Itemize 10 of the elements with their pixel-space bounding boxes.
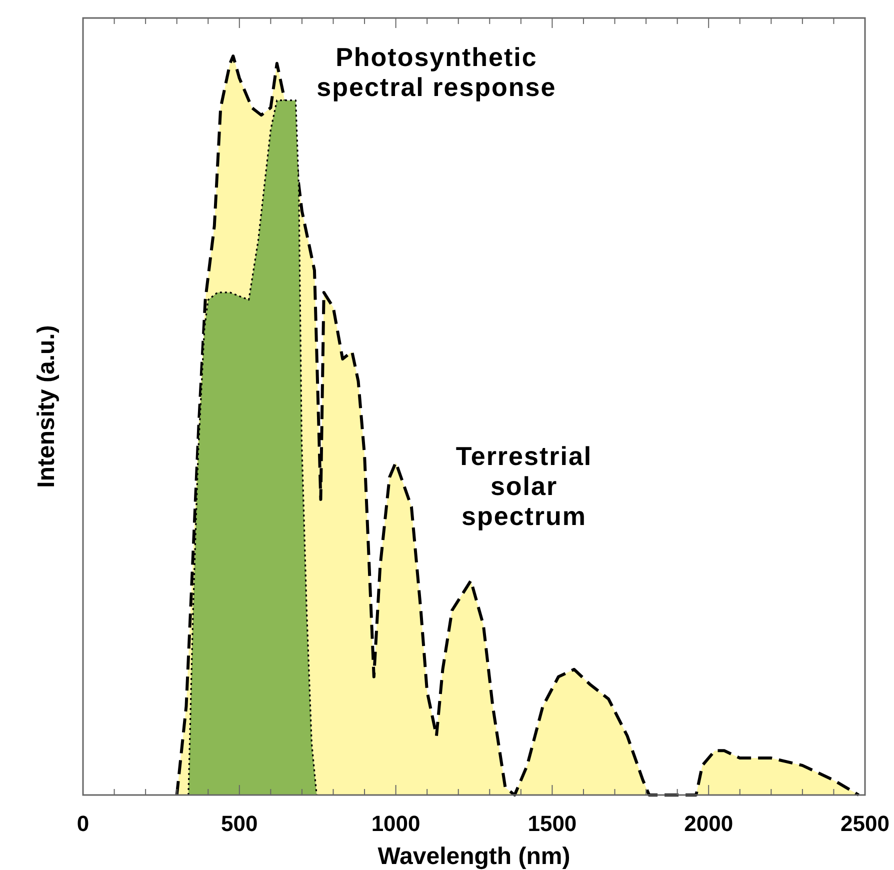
y-axis-title: Intensity (a.u.) bbox=[33, 325, 60, 488]
x-tick-label: 2500 bbox=[840, 811, 890, 836]
x-axis-title: Wavelength (nm) bbox=[378, 843, 570, 870]
x-tick-label: 2000 bbox=[684, 811, 734, 836]
series-label: Terrestrial solar spectrum bbox=[456, 441, 592, 531]
x-tick-label: 1500 bbox=[528, 811, 577, 836]
series-label: Photosynthetic spectral response bbox=[316, 42, 556, 102]
x-tick-label: 1000 bbox=[371, 811, 420, 836]
x-tick-label: 500 bbox=[221, 811, 258, 836]
x-tick-label: 0 bbox=[76, 811, 90, 836]
